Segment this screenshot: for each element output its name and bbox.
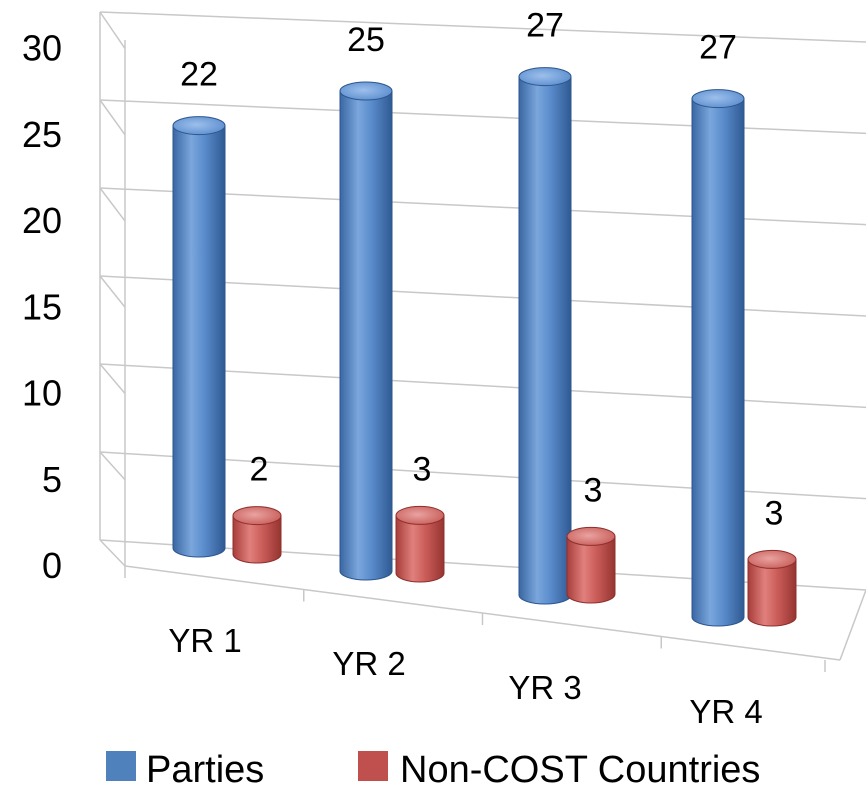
axes [99, 12, 866, 672]
x-axis-category-labels: YR 1 YR 2 YR 3 YR 4 [168, 622, 762, 730]
side-gridline [99, 99, 126, 136]
bar-body [395, 514, 445, 583]
legend-label-non-cost-countries: Non-COST Countries [400, 749, 760, 791]
legend-item-parties[interactable]: Parties [106, 749, 264, 791]
legend-swatch-parties [106, 751, 136, 781]
y-tick-label: 25 [22, 114, 62, 155]
gridlines [99, 11, 866, 591]
bar-body [339, 90, 393, 581]
bar-body [691, 98, 745, 627]
bar-body [566, 535, 616, 604]
bar-top [518, 67, 572, 87]
data-label: 2 [250, 451, 269, 489]
legend-swatch-non-cost-countries [358, 751, 388, 781]
x-category-label: YR 1 [168, 622, 241, 659]
side-gridline [99, 11, 126, 49]
bar-top [172, 116, 226, 136]
bar-body [518, 76, 572, 605]
data-label: 3 [584, 471, 603, 509]
side-gridline [99, 451, 126, 481]
bar-non-cost-countries-1[interactable] [232, 506, 282, 564]
bars [172, 67, 797, 627]
data-label: 27 [699, 29, 737, 67]
bar-parties-3[interactable] [518, 67, 572, 605]
x-category-label: YR 4 [689, 693, 762, 730]
y-tick-label: 20 [22, 200, 62, 241]
legend: Parties Non-COST Countries [106, 749, 760, 791]
data-label: 22 [180, 56, 218, 94]
side-gridline [99, 187, 126, 222]
y-tick-label: 5 [42, 459, 62, 500]
bar-top [339, 81, 393, 101]
data-label: 3 [765, 494, 784, 532]
bar-top [747, 549, 797, 569]
data-label: 3 [413, 450, 432, 488]
bar-parties-2[interactable] [339, 81, 393, 581]
bar-top [691, 89, 745, 109]
bar-body [232, 515, 282, 564]
y-tick-label: 30 [22, 28, 62, 69]
bar-top [566, 526, 616, 546]
bar-top [395, 505, 445, 525]
data-label: 25 [347, 21, 385, 59]
y-axis-tick-labels: 0 5 10 15 20 25 30 [22, 28, 62, 586]
y-tick-label: 15 [22, 286, 62, 327]
y-tick-label: 10 [22, 373, 62, 414]
legend-item-non-cost-countries[interactable]: Non-COST Countries [358, 749, 760, 791]
gridline [99, 11, 866, 43]
x-category-label: YR 3 [508, 669, 581, 706]
data-label: 27 [526, 7, 564, 45]
bar-non-cost-countries-2[interactable] [395, 505, 445, 583]
legend-label-parties: Parties [146, 749, 264, 791]
bar-parties-4[interactable] [691, 89, 745, 627]
data-labels: 22 25 27 27 2 3 3 3 [180, 7, 783, 533]
side-gridline [99, 539, 126, 567]
bar-parties-1[interactable] [172, 116, 226, 558]
y-tick-label: 0 [42, 545, 62, 586]
bar-body [747, 558, 797, 627]
side-gridline [99, 363, 126, 395]
side-gridline [99, 275, 126, 308]
bar-body [172, 125, 226, 558]
floor-right-edge [839, 589, 866, 661]
bar-non-cost-countries-3[interactable] [566, 526, 616, 604]
bar-top [232, 506, 282, 526]
bar-non-cost-countries-4[interactable] [747, 549, 797, 627]
x-category-label: YR 2 [332, 645, 405, 682]
